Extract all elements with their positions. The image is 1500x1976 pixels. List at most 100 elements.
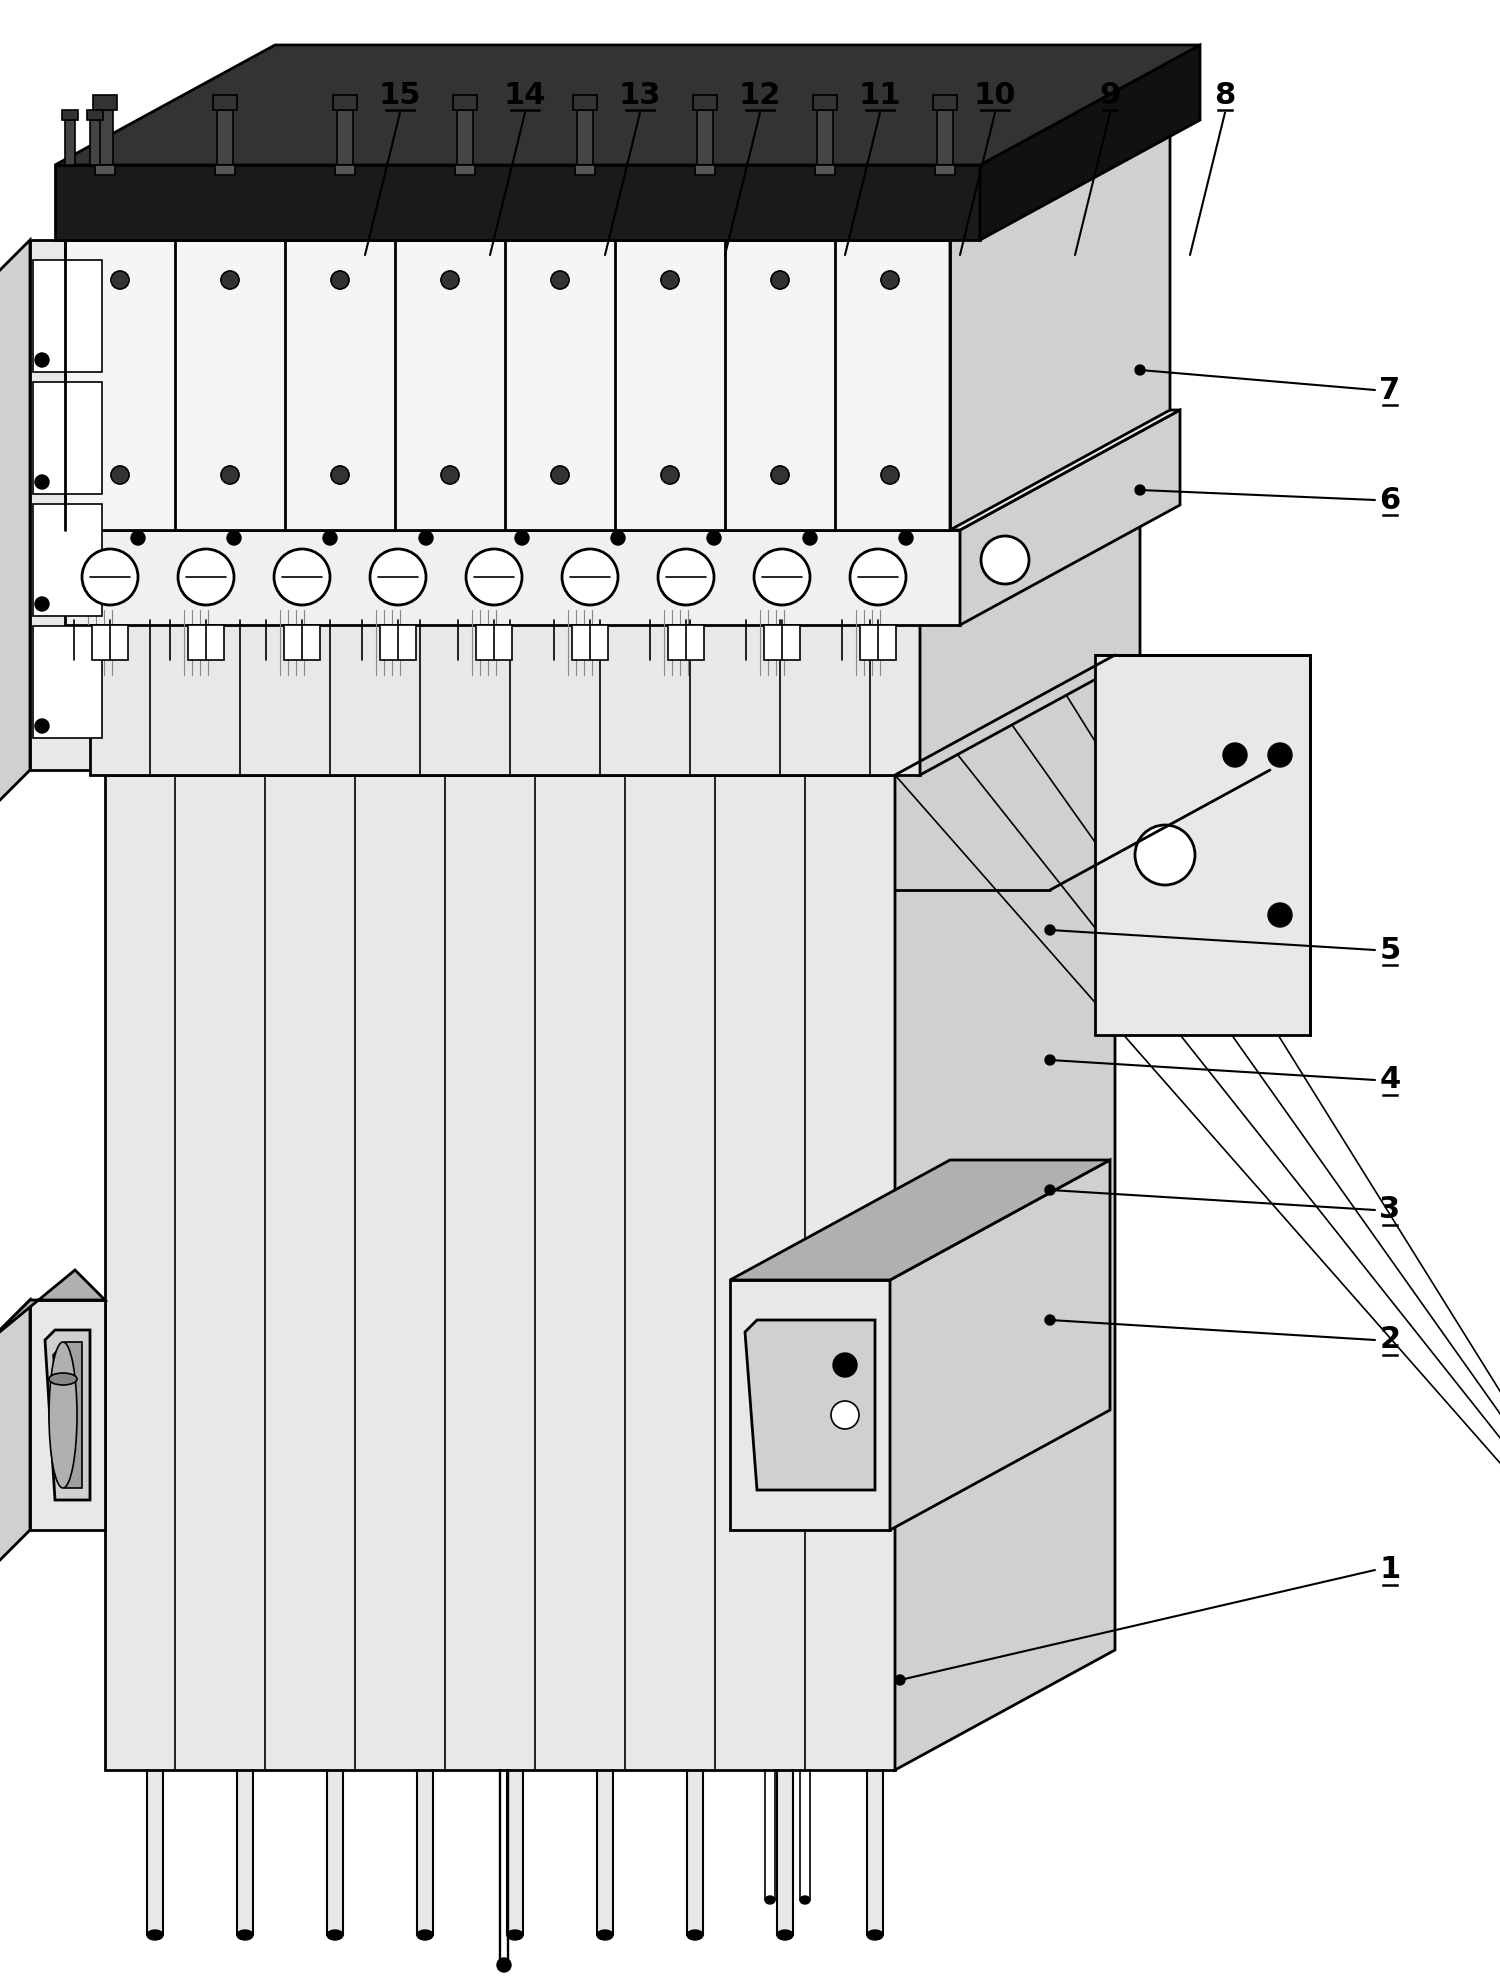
Polygon shape: [92, 624, 128, 660]
Circle shape: [34, 719, 50, 733]
Text: 11: 11: [858, 81, 901, 109]
Circle shape: [220, 466, 238, 484]
Circle shape: [771, 271, 789, 288]
Bar: [777, 1770, 794, 1935]
Text: 2: 2: [1380, 1326, 1401, 1354]
Circle shape: [332, 466, 350, 484]
Circle shape: [441, 466, 459, 484]
Circle shape: [1046, 925, 1054, 935]
Circle shape: [34, 474, 50, 488]
Ellipse shape: [777, 1931, 794, 1940]
Circle shape: [802, 532, 818, 545]
Circle shape: [1136, 484, 1144, 496]
Circle shape: [550, 466, 568, 484]
Circle shape: [332, 271, 350, 288]
Circle shape: [658, 549, 714, 605]
Polygon shape: [213, 95, 237, 111]
Circle shape: [496, 1958, 512, 1972]
Bar: [237, 1770, 254, 1935]
Polygon shape: [694, 166, 715, 176]
Circle shape: [562, 549, 618, 605]
Polygon shape: [698, 111, 712, 166]
Polygon shape: [380, 624, 416, 660]
Circle shape: [441, 271, 459, 288]
Ellipse shape: [507, 1931, 524, 1940]
Polygon shape: [334, 166, 356, 176]
Polygon shape: [813, 95, 837, 111]
Polygon shape: [454, 166, 476, 176]
Polygon shape: [0, 1300, 30, 1571]
Polygon shape: [574, 166, 596, 176]
Circle shape: [754, 549, 810, 605]
Ellipse shape: [50, 1342, 76, 1488]
Polygon shape: [64, 530, 960, 624]
Circle shape: [220, 271, 238, 288]
Polygon shape: [693, 95, 717, 111]
Text: 14: 14: [504, 81, 546, 109]
Polygon shape: [0, 1271, 105, 1340]
Polygon shape: [90, 620, 919, 775]
Polygon shape: [950, 121, 1170, 530]
Circle shape: [34, 354, 50, 368]
Polygon shape: [64, 239, 950, 530]
Polygon shape: [217, 111, 232, 166]
Polygon shape: [572, 624, 608, 660]
Circle shape: [332, 271, 350, 288]
Circle shape: [896, 1676, 904, 1686]
Polygon shape: [0, 239, 30, 810]
Circle shape: [662, 466, 680, 484]
Polygon shape: [33, 381, 102, 494]
Polygon shape: [93, 95, 117, 111]
Circle shape: [550, 466, 568, 484]
Circle shape: [1046, 1314, 1054, 1326]
Circle shape: [178, 549, 234, 605]
Polygon shape: [573, 95, 597, 111]
Ellipse shape: [687, 1931, 703, 1940]
Circle shape: [880, 466, 898, 484]
Bar: [597, 1770, 613, 1935]
Polygon shape: [284, 624, 320, 660]
Polygon shape: [818, 111, 833, 166]
Polygon shape: [87, 111, 104, 121]
Text: 13: 13: [620, 81, 662, 109]
Circle shape: [1046, 1186, 1054, 1195]
Polygon shape: [188, 624, 224, 660]
Circle shape: [550, 271, 568, 288]
Ellipse shape: [327, 1931, 344, 1940]
Bar: [867, 1770, 883, 1935]
Ellipse shape: [597, 1931, 613, 1940]
Text: 8: 8: [1215, 81, 1236, 109]
Text: 12: 12: [740, 81, 782, 109]
Bar: [327, 1770, 344, 1935]
Polygon shape: [56, 166, 980, 239]
Polygon shape: [578, 111, 592, 166]
Polygon shape: [105, 654, 1115, 775]
Polygon shape: [933, 95, 957, 111]
Circle shape: [274, 549, 330, 605]
Polygon shape: [458, 111, 472, 166]
Polygon shape: [980, 45, 1200, 239]
Circle shape: [111, 271, 129, 288]
Text: 5: 5: [1380, 935, 1401, 964]
Circle shape: [837, 1407, 854, 1423]
Polygon shape: [33, 261, 102, 371]
Circle shape: [771, 466, 789, 484]
Circle shape: [898, 532, 914, 545]
Circle shape: [550, 271, 568, 288]
Circle shape: [34, 597, 50, 611]
Polygon shape: [62, 111, 78, 121]
Polygon shape: [64, 121, 1170, 239]
Circle shape: [1222, 743, 1246, 767]
Circle shape: [610, 532, 626, 545]
Polygon shape: [214, 166, 236, 176]
Circle shape: [466, 549, 522, 605]
Polygon shape: [934, 166, 956, 176]
Circle shape: [833, 1354, 856, 1377]
Circle shape: [706, 532, 722, 545]
Circle shape: [130, 532, 146, 545]
Circle shape: [662, 271, 680, 288]
Text: 10: 10: [974, 81, 1017, 109]
Circle shape: [880, 271, 898, 288]
Polygon shape: [45, 1330, 90, 1500]
Circle shape: [880, 466, 898, 484]
